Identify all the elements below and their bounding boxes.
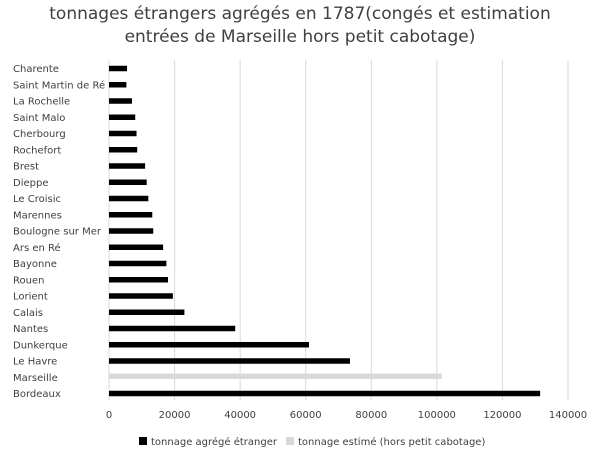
x-tick-3: 60000 xyxy=(290,410,322,421)
bar-series-1-9 xyxy=(109,212,153,218)
category-label-11: Ars en Ré xyxy=(13,242,61,254)
category-label-13: Rouen xyxy=(13,275,44,286)
category-label-9: Marennes xyxy=(13,210,62,221)
category-label-8: Le Croisic xyxy=(13,194,61,205)
bar-series-1-15 xyxy=(109,309,185,315)
category-label-10: Boulogne sur Mer xyxy=(13,227,102,238)
x-tick-4: 80000 xyxy=(355,410,387,421)
category-label-7: Dieppe xyxy=(13,178,48,189)
category-label-18: Le Havre xyxy=(13,357,57,368)
category-label-16: Nantes xyxy=(13,324,48,335)
x-tick-labels: 0 20000 40000 60000 80000 100000 120000 140000 xyxy=(106,410,587,421)
gridlines xyxy=(108,60,569,400)
legend-swatch-series-2 xyxy=(286,437,294,445)
bar-series-1-12 xyxy=(109,260,167,267)
category-label-14: Lorient xyxy=(13,292,48,303)
legend-label-series-2: tonnage estimé (hors petit cabotage) xyxy=(298,436,485,448)
legend-swatch-series-1 xyxy=(139,437,147,445)
bar-series-1-18 xyxy=(109,358,350,364)
bar-series-1-11 xyxy=(109,244,164,250)
legend: tonnage agrégé étranger tonnage estimé (… xyxy=(139,436,485,448)
bar-series-1-13 xyxy=(109,277,169,283)
bar-series-1-5 xyxy=(109,147,138,153)
bar-series-2-19 xyxy=(109,373,442,379)
bar-series-1-20 xyxy=(109,390,541,397)
x-tick-0: 0 xyxy=(106,410,112,421)
category-label-20: Bordeaux xyxy=(13,389,61,400)
bar-series-1-7 xyxy=(109,179,147,185)
category-label-2: La Rochelle xyxy=(13,97,70,108)
category-label-17: Dunkerque xyxy=(13,340,68,351)
category-label-0: Charente xyxy=(13,64,59,75)
x-tick-7: 140000 xyxy=(549,410,587,421)
bar-series-1-14 xyxy=(109,293,173,299)
x-tick-1: 20000 xyxy=(159,410,191,421)
category-label-19: Marseille xyxy=(13,373,58,384)
bar-series-1-10 xyxy=(109,228,154,234)
category-label-6: Brest xyxy=(13,162,39,173)
legend-label-series-1: tonnage agrégé étranger xyxy=(151,436,278,448)
category-label-12: Bayonne xyxy=(13,259,57,270)
bars xyxy=(109,65,541,397)
x-tick-6: 120000 xyxy=(483,410,521,421)
bar-series-1-4 xyxy=(109,130,137,137)
category-label-3: Saint Malo xyxy=(13,113,65,124)
bar-series-1-1 xyxy=(109,82,127,88)
bar-series-1-16 xyxy=(109,325,236,332)
category-label-15: Calais xyxy=(13,308,43,319)
bar-series-1-6 xyxy=(109,163,146,169)
x-tick-5: 100000 xyxy=(418,410,456,421)
chart-title-line-1: tonnages étrangers agrégés en 1787(congé… xyxy=(49,4,550,24)
x-tick-2: 40000 xyxy=(224,410,256,421)
bar-series-1-8 xyxy=(109,195,149,202)
bar-series-1-17 xyxy=(109,342,309,348)
bar-series-1-3 xyxy=(109,114,136,120)
category-labels: Charente Saint Martin de Ré La Rochelle Sai… xyxy=(13,64,105,400)
chart-title-line-2: entrées de Marseille hors petit cabotage… xyxy=(125,27,476,47)
bar-series-1-2 xyxy=(109,98,132,104)
category-label-5: Rochefort xyxy=(13,145,61,156)
bar-series-1-0 xyxy=(109,65,128,72)
category-label-4: Cherbourg xyxy=(13,129,66,140)
category-label-1: Saint Martin de Ré xyxy=(13,79,105,91)
